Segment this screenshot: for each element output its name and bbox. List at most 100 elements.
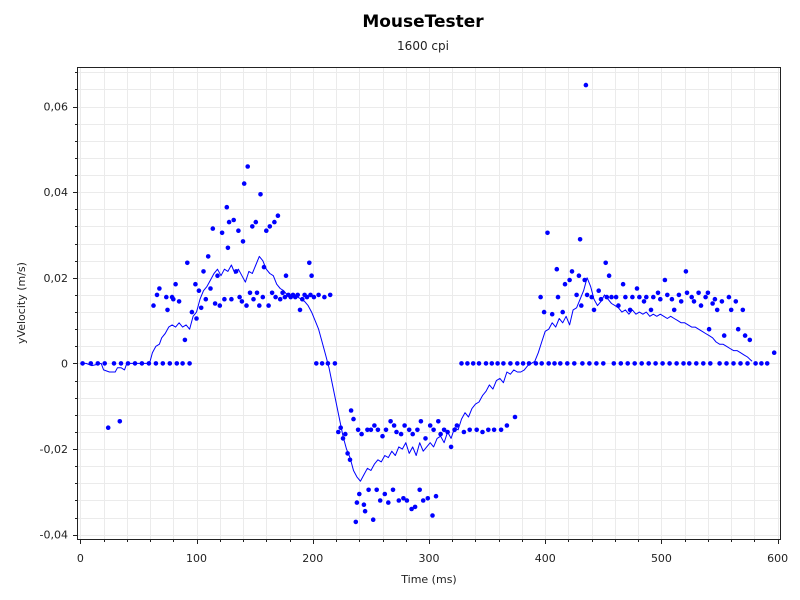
data-point	[332, 361, 338, 366]
data-point	[583, 82, 589, 88]
data-point	[275, 213, 281, 218]
data-point	[185, 260, 190, 266]
data-point	[740, 307, 746, 313]
data-point	[526, 361, 532, 366]
data-point	[176, 299, 182, 304]
data-point	[728, 307, 734, 313]
x-tick-label: 600	[767, 552, 788, 565]
data-point	[674, 361, 679, 366]
series-points-layer	[80, 82, 777, 525]
data-point	[418, 419, 424, 424]
data-point	[696, 290, 701, 296]
data-point	[438, 431, 443, 437]
data-point	[327, 292, 333, 298]
data-point	[396, 498, 402, 503]
data-point	[512, 414, 518, 420]
data-point	[604, 294, 610, 300]
data-point	[591, 307, 597, 313]
x-tick-label: 300	[419, 552, 440, 565]
data-point	[582, 277, 587, 283]
data-point	[374, 487, 380, 493]
data-point	[576, 273, 582, 279]
x-tick-label: 200	[302, 552, 323, 565]
x-tick-label: 500	[651, 552, 672, 565]
data-point	[501, 361, 506, 366]
y-tick-label: -0,02	[40, 443, 68, 456]
data-point	[625, 361, 630, 366]
data-point	[417, 487, 423, 493]
data-point	[584, 292, 590, 298]
data-point	[495, 361, 500, 366]
data-point	[269, 290, 275, 296]
x-tick-label: 400	[535, 552, 556, 565]
data-point	[558, 361, 563, 366]
data-point	[382, 491, 388, 497]
data-point	[208, 286, 213, 291]
data-point	[266, 303, 271, 308]
data-point	[710, 301, 715, 306]
data-point	[448, 444, 454, 450]
data-point	[574, 292, 579, 298]
x-tick-label: 100	[186, 552, 207, 565]
data-point	[80, 361, 85, 366]
data-point	[167, 361, 173, 366]
data-point	[719, 299, 725, 304]
chart-title: MouseTester	[362, 12, 484, 32]
data-point	[362, 508, 368, 514]
data-point	[241, 181, 247, 186]
data-point	[267, 224, 273, 229]
data-point	[465, 361, 470, 366]
data-point	[174, 361, 180, 366]
data-point	[212, 301, 218, 306]
data-point	[480, 429, 485, 435]
data-point	[273, 294, 278, 300]
data-point	[357, 491, 362, 497]
data-point	[314, 361, 319, 366]
data-point	[676, 292, 682, 298]
data-point	[565, 361, 570, 366]
data-point	[520, 361, 526, 366]
data-point	[394, 429, 399, 435]
data-point	[264, 228, 269, 233]
data-point	[229, 296, 234, 302]
data-point	[182, 337, 188, 343]
data-point	[683, 269, 689, 274]
data-point	[474, 427, 480, 433]
data-point	[717, 361, 722, 366]
data-point	[609, 294, 614, 300]
data-point	[653, 361, 658, 366]
data-point	[721, 333, 727, 338]
data-point	[579, 303, 584, 308]
data-point	[555, 294, 561, 300]
data-point	[165, 307, 170, 313]
data-point	[189, 309, 195, 315]
data-point	[687, 361, 692, 366]
data-point	[738, 361, 743, 366]
data-point	[724, 361, 729, 366]
data-point	[171, 296, 176, 302]
data-point	[660, 361, 665, 366]
data-point	[539, 361, 544, 366]
data-point	[118, 361, 124, 366]
data-point	[353, 519, 359, 525]
data-point	[383, 427, 389, 433]
data-point	[336, 429, 341, 435]
data-point	[245, 164, 250, 169]
data-point	[386, 500, 391, 505]
data-point	[545, 230, 550, 236]
data-point	[173, 281, 178, 287]
x-tick-label: 0	[77, 552, 84, 565]
data-point	[196, 288, 202, 294]
data-point	[322, 294, 327, 300]
data-point	[398, 431, 404, 437]
data-point	[258, 192, 263, 197]
data-point	[662, 277, 668, 283]
data-point	[644, 294, 649, 300]
data-point	[348, 408, 354, 413]
data-point	[180, 361, 185, 366]
data-point	[759, 361, 764, 366]
data-point	[194, 316, 199, 321]
data-point	[187, 361, 192, 366]
data-point	[404, 498, 410, 503]
data-point	[224, 204, 230, 210]
